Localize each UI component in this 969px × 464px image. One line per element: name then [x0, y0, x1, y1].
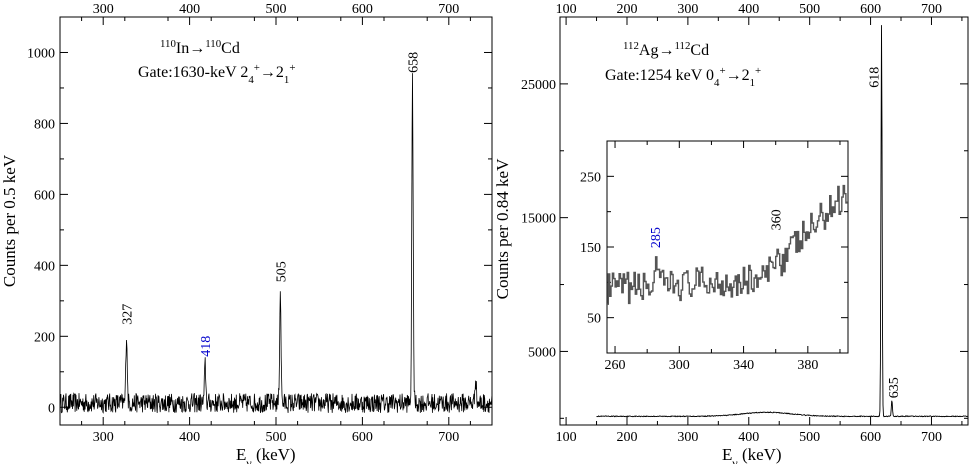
y-tick-label: 1000 — [27, 46, 55, 61]
chart-title: 112Ag→112Cd — [623, 40, 709, 59]
chart-title: 110In→110Cd — [160, 38, 240, 57]
chart-subtitle-part: 4 — [714, 77, 720, 89]
chart-title-part: 112 — [674, 40, 690, 52]
x-tick-label: 400 — [738, 430, 759, 445]
chart-title-part: In — [176, 40, 189, 57]
chart-title-part: → — [189, 40, 205, 57]
x-tick-label-top: 100 — [556, 2, 577, 17]
inset-peak-label: 285 — [649, 227, 664, 248]
y-axis-label: Counts per 0.5 keV — [0, 154, 19, 287]
inset-x-tick-label: 260 — [605, 358, 626, 373]
x-tick-label-top: 300 — [93, 2, 114, 17]
chart-title-part: Ag — [639, 42, 659, 59]
left-spectrum-chart: 300 300 400 400 500 500 600 600 700 700 0 200 400 600… — [0, 2, 493, 464]
chart-subtitle-part: + — [289, 62, 295, 74]
x-tick-label-top: 600 — [860, 2, 881, 17]
x-tick-label: 400 — [179, 430, 200, 445]
chart-subtitle-part: 1 — [284, 74, 289, 86]
x-axis-label-part: E — [722, 445, 732, 464]
chart-subtitle-part: 4 — [248, 74, 254, 86]
y-tick-label: 200 — [34, 330, 55, 345]
x-axis-label-part: γ — [731, 456, 738, 464]
spectrum-line — [596, 25, 968, 418]
y-tick-label: 0 — [48, 401, 55, 416]
x-tick-label: 200 — [616, 430, 637, 445]
chart-title-part: 110 — [205, 38, 221, 50]
x-tick-label: 700 — [438, 430, 459, 445]
chart-subtitle-part: Gate:1254 keV 0 — [605, 67, 714, 84]
chart-subtitle: Gate:1254 keV 04+→21+ — [605, 65, 761, 89]
x-axis-label-part: γ — [245, 456, 252, 464]
inset-y-tick-label: 50 — [587, 312, 601, 327]
chart-subtitle-part: + — [719, 65, 725, 77]
chart-title-part: Cd — [690, 42, 709, 59]
y-axis-label: Counts per 0.84 keV — [493, 158, 512, 299]
peak-label: 418 — [199, 336, 214, 357]
y-tick-label: 5000 — [528, 345, 556, 360]
y-tick-label: 800 — [34, 117, 55, 132]
plot-frame — [559, 16, 969, 426]
x-tick-label-top: 500 — [799, 2, 820, 17]
x-tick-label: 500 — [799, 430, 820, 445]
peak-label: 505 — [274, 261, 289, 282]
inset-peak-label: 360 — [770, 209, 785, 230]
chart-title-part: → — [658, 42, 674, 59]
chart-title-part: 112 — [623, 40, 639, 52]
inset-x-tick-label: 300 — [669, 358, 690, 373]
inset-y-tick-label: 150 — [580, 241, 601, 256]
x-tick-label: 600 — [352, 430, 373, 445]
chart-subtitle: Gate:1630-keV 24+→21+ — [138, 62, 296, 86]
peak-label: 618 — [868, 67, 883, 88]
peak-label: 635 — [887, 377, 902, 398]
y-tick-label: 400 — [34, 259, 55, 274]
right-spectrum-chart: 100 100 200 200 300 300 400 400 500 500 600 600 700 7… — [493, 2, 969, 464]
x-tick-label: 700 — [921, 430, 942, 445]
peak-label: 327 — [121, 304, 136, 325]
x-tick-label: 300 — [93, 430, 114, 445]
x-tick-label: 600 — [860, 430, 881, 445]
y-tick-label: 25000 — [521, 78, 556, 93]
inset-frame — [606, 140, 849, 354]
chart-subtitle-part: →2 — [726, 67, 750, 84]
x-tick-label-top: 200 — [616, 2, 637, 17]
spectrum-line — [59, 73, 493, 414]
x-tick-label: 100 — [556, 430, 577, 445]
y-tick-label: 15000 — [521, 212, 556, 227]
inset-y-tick-label: 250 — [580, 170, 601, 185]
inset-x-tick-label: 340 — [733, 358, 754, 373]
inset-x-tick-label: 380 — [797, 358, 818, 373]
chart-subtitle-part: →2 — [260, 64, 284, 81]
x-tick-label-top: 300 — [677, 2, 698, 17]
inset-spectrum-line — [607, 184, 848, 305]
chart-subtitle-part: 1 — [750, 77, 755, 89]
x-axis-label: Eγ (keV) — [236, 445, 296, 464]
x-tick-label-top: 700 — [921, 2, 942, 17]
peak-label: 658 — [407, 52, 422, 73]
y-tick-label: 600 — [34, 188, 55, 203]
x-tick-label-top: 400 — [179, 2, 200, 17]
chart-subtitle-part: Gate:1630-keV 2 — [138, 64, 248, 81]
chart-subtitle-part: + — [755, 65, 761, 77]
x-tick-label-top: 500 — [266, 2, 287, 17]
x-axis-label-part: (keV) — [738, 445, 782, 464]
chart-title-part: 110 — [160, 38, 176, 50]
x-tick-label-top: 400 — [738, 2, 759, 17]
x-tick-label: 300 — [677, 430, 698, 445]
x-tick-label: 500 — [266, 430, 287, 445]
inset-chart: 260 300 340 380 50 150 250 285 360 — [580, 140, 849, 373]
x-tick-label-top: 600 — [352, 2, 373, 17]
x-axis-label-part: (keV) — [252, 445, 296, 464]
x-axis-label-part: E — [236, 445, 246, 464]
x-axis-label: Eγ (keV) — [722, 445, 782, 464]
chart-subtitle-part: + — [254, 62, 260, 74]
chart-title-part: Cd — [221, 40, 240, 57]
x-tick-label-top: 700 — [438, 2, 459, 17]
